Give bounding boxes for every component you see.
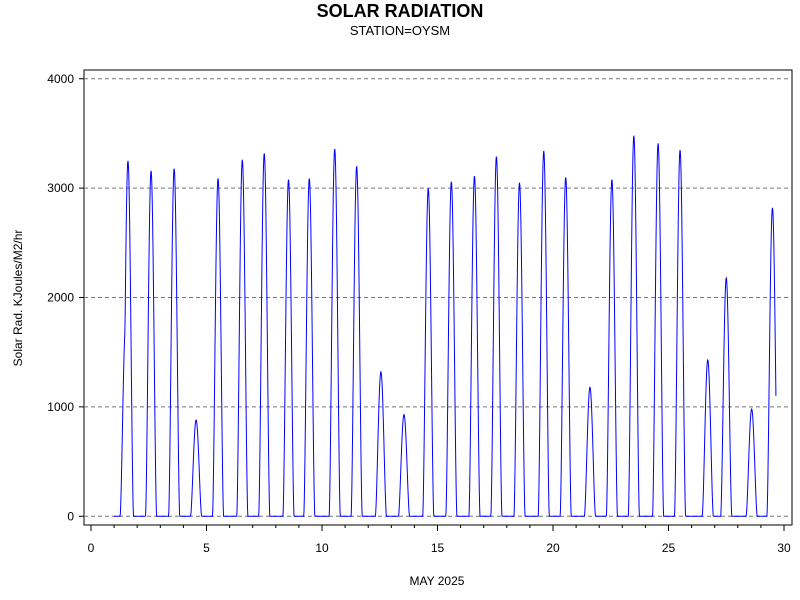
chart-title: SOLAR RADIATION [317, 1, 484, 21]
y-tick-label: 2000 [47, 291, 74, 305]
y-axis: 0 1000 2000 3000 4000 [47, 72, 84, 523]
solar-radiation-line [114, 135, 777, 517]
y-tick-label: 0 [67, 509, 74, 523]
x-axis: 0 5 10 15 20 25 30 [88, 525, 791, 555]
chart-subtitle: STATION=OYSM [350, 23, 450, 38]
x-tick-label: 5 [203, 541, 210, 555]
x-tick-label: 0 [88, 541, 95, 555]
y-tick-label: 1000 [47, 400, 74, 414]
y-tick-label: 4000 [47, 72, 74, 86]
x-tick-label: 15 [431, 541, 445, 555]
y-axis-label: Solar Rad. KJoules/M2/hr [11, 230, 25, 367]
y-tick-label: 3000 [47, 181, 74, 195]
x-axis-label: MAY 2025 [410, 574, 465, 588]
series-layer [114, 135, 777, 517]
x-tick-label: 10 [315, 541, 329, 555]
x-tick-label: 20 [546, 541, 560, 555]
x-tick-label: 30 [777, 541, 791, 555]
x-tick-label: 25 [662, 541, 676, 555]
grid-lines [84, 78, 792, 517]
